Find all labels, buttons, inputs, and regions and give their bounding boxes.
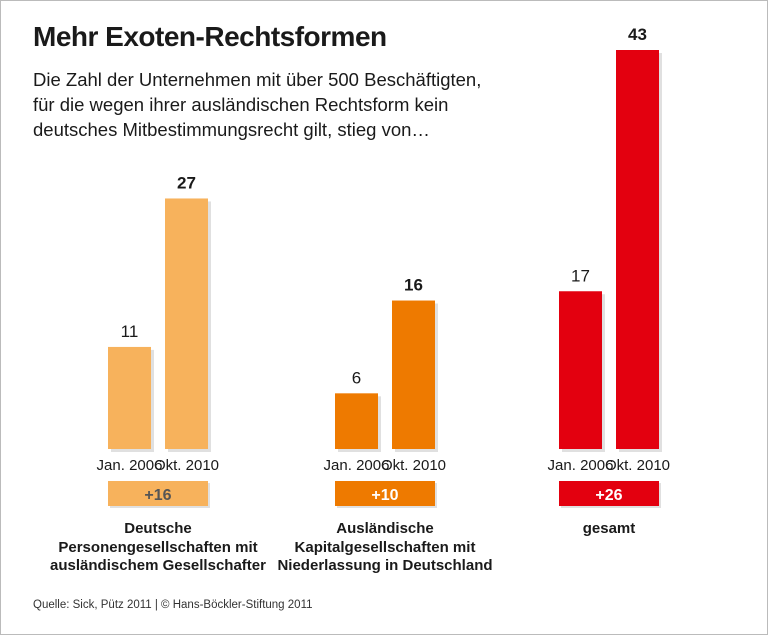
delta-label: +10 bbox=[371, 487, 398, 504]
category-label: Okt. 2010 bbox=[154, 457, 219, 474]
data-label: 27 bbox=[177, 173, 196, 192]
data-label: 6 bbox=[352, 368, 361, 387]
bar bbox=[559, 291, 602, 449]
delta-box bbox=[559, 481, 659, 506]
category-label: Jan. 2006 bbox=[324, 457, 390, 474]
chart-subtitle: Die Zahl der Unternehmen mit über 500 Be… bbox=[33, 69, 482, 140]
data-label: 11 bbox=[121, 322, 139, 341]
data-label: 16 bbox=[404, 276, 423, 295]
category-label: Okt. 2010 bbox=[381, 457, 446, 474]
bar bbox=[165, 198, 208, 449]
category-label: Jan. 2006 bbox=[97, 457, 163, 474]
delta-label: +16 bbox=[144, 487, 171, 504]
group-label-3: gesamt bbox=[582, 520, 636, 537]
chart-title: Mehr Exoten-Rechtsformen bbox=[33, 21, 387, 52]
bar bbox=[392, 300, 435, 449]
group-label-1: Deutsche Personengesellschaften mit ausl… bbox=[50, 520, 266, 574]
delta-box bbox=[335, 481, 435, 506]
category-label: Okt. 2010 bbox=[605, 457, 670, 474]
bar bbox=[616, 50, 659, 449]
delta-label: +26 bbox=[595, 487, 622, 504]
bar bbox=[335, 393, 378, 449]
delta-box bbox=[108, 481, 208, 506]
data-label: 43 bbox=[628, 25, 647, 44]
category-label: Jan. 2006 bbox=[548, 457, 614, 474]
group-label-2: Ausländische Kapitalgesellschaften mit N… bbox=[277, 520, 493, 574]
bar bbox=[108, 346, 151, 449]
data-label: 17 bbox=[571, 266, 590, 285]
source-note: Quelle: Sick, Pütz 2011 | © Hans-Böckler… bbox=[33, 599, 313, 611]
